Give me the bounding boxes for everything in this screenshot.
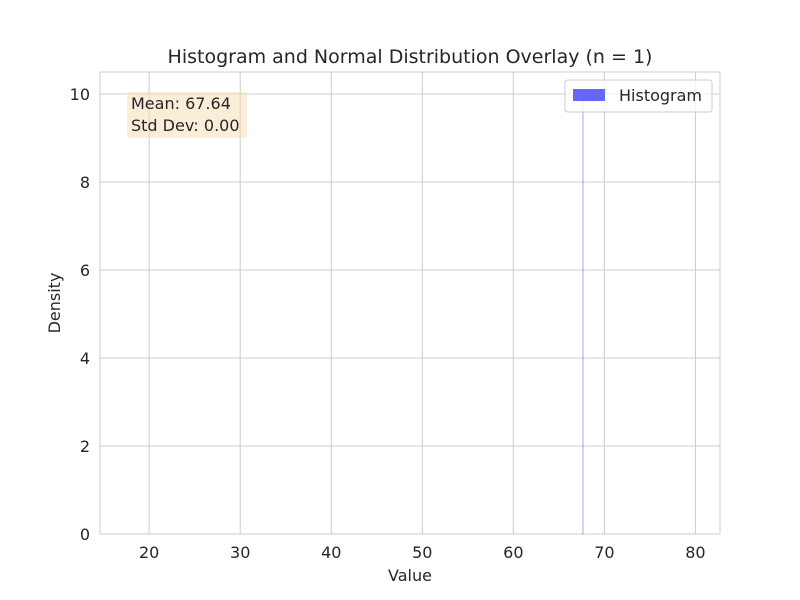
y-tick-label: 4	[80, 349, 90, 368]
grid-lines	[99, 71, 721, 535]
legend-swatch	[573, 89, 605, 101]
axis-ticks: 20 30 40 50 60 70 80 0 2 4 6 8 10	[70, 85, 706, 562]
y-tick-label: 8	[80, 173, 90, 192]
legend-box	[564, 79, 713, 113]
x-tick-label: 80	[685, 543, 705, 562]
y-tick-label: 6	[80, 261, 90, 280]
legend: Histogram	[564, 79, 713, 113]
histogram-bars	[581, 93, 584, 535]
stats-std-dev: Std Dev: 0.00	[131, 116, 240, 135]
stats-annotation: Mean: 67.64 Std Dev: 0.00	[127, 92, 247, 138]
stats-box	[127, 92, 247, 138]
y-axis-title: Density	[45, 273, 64, 334]
plot-area	[100, 72, 720, 534]
x-tick-label: 40	[321, 543, 341, 562]
stats-mean: Mean: 67.64	[131, 94, 231, 113]
y-tick-label: 2	[80, 437, 90, 456]
x-tick-label: 50	[412, 543, 432, 562]
x-tick-label: 20	[139, 543, 159, 562]
x-tick-label: 70	[594, 543, 614, 562]
histogram-bar	[581, 93, 584, 535]
x-tick-label: 30	[230, 543, 250, 562]
y-tick-label: 0	[80, 525, 90, 544]
plot-frame	[99, 71, 721, 535]
legend-label: Histogram	[619, 86, 702, 105]
y-tick-label: 10	[70, 85, 90, 104]
chart-title: Histogram and Normal Distribution Overla…	[168, 46, 653, 68]
x-tick-label: 60	[503, 543, 523, 562]
x-axis-title: Value	[388, 566, 432, 585]
